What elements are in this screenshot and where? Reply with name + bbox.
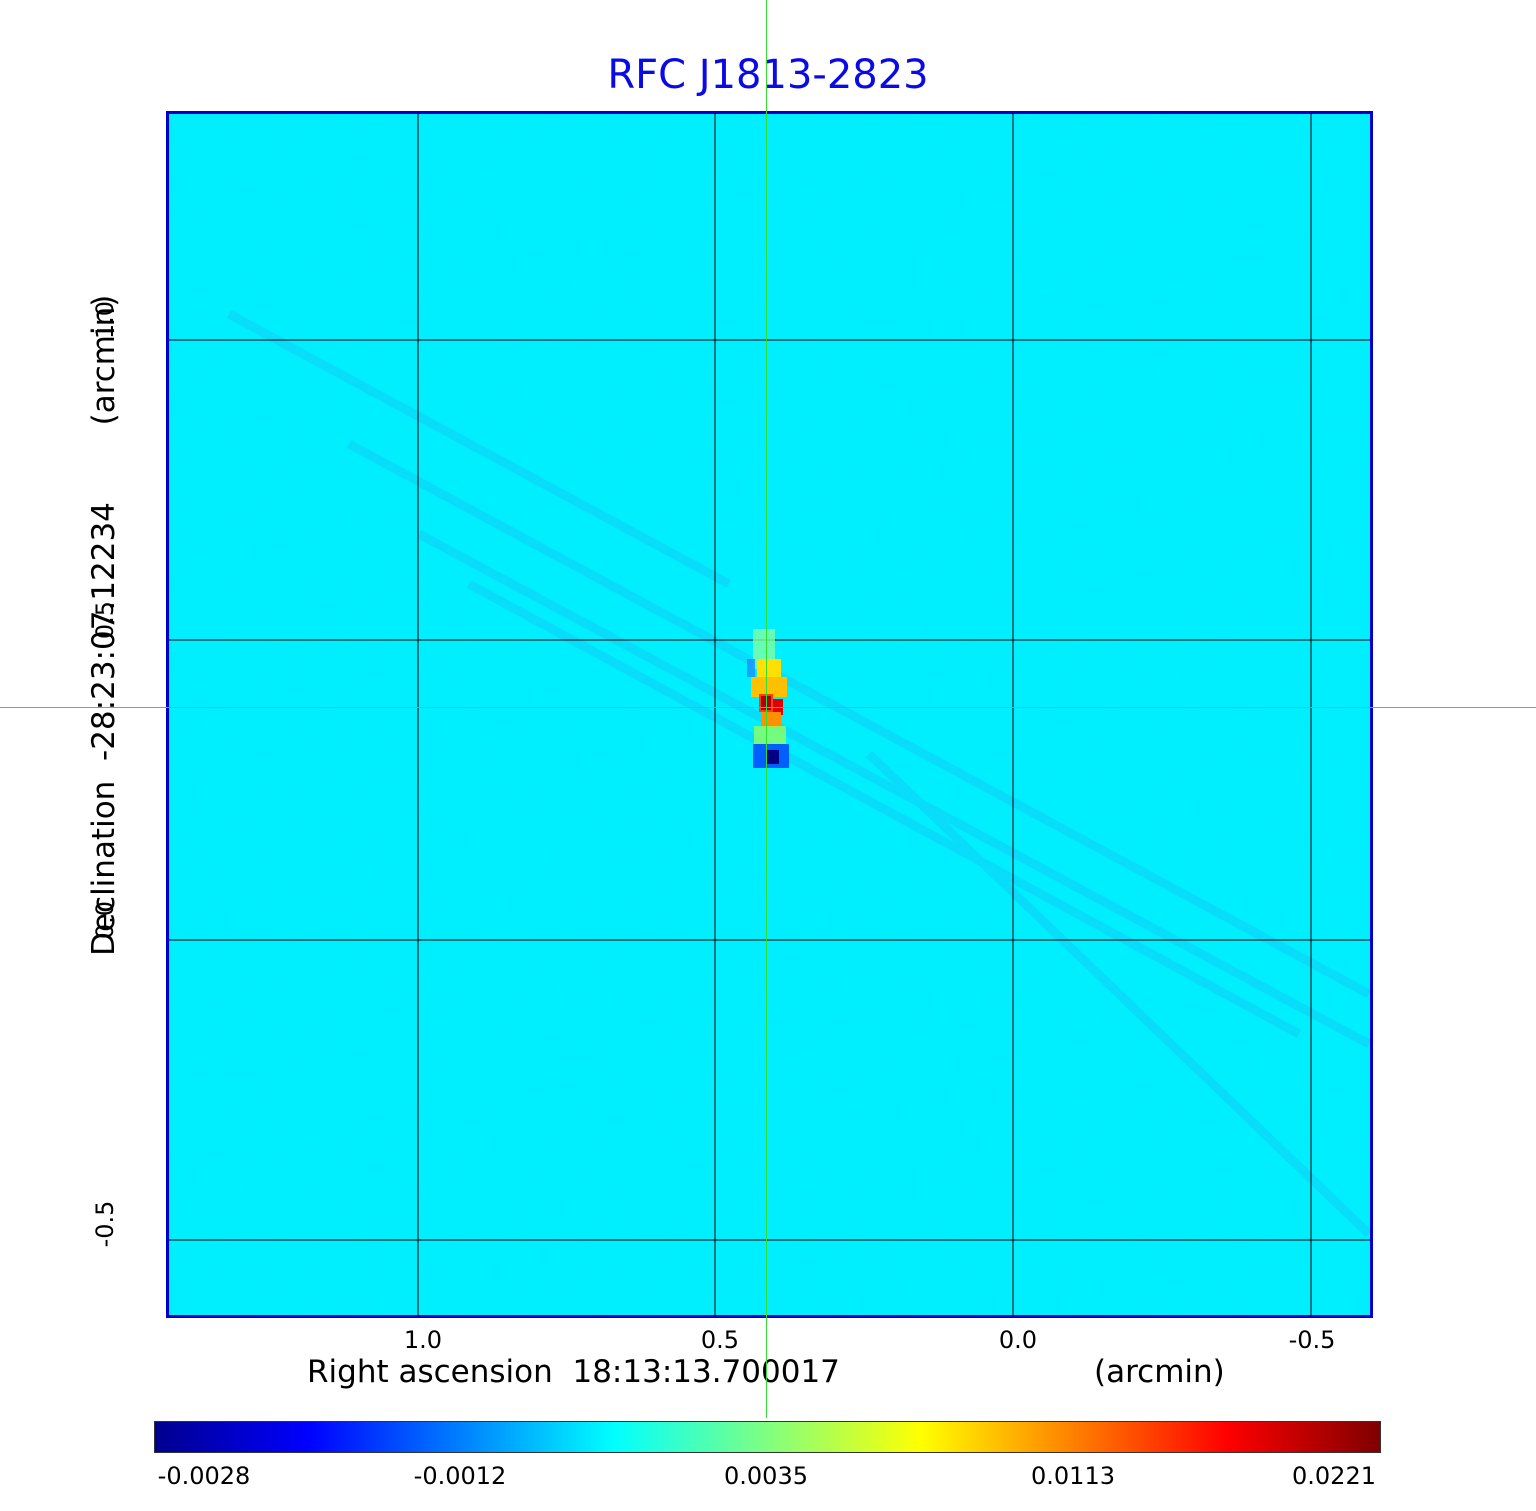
x-tick-label: -0.5 bbox=[1288, 1326, 1336, 1354]
sky-map-frame[interactable] bbox=[166, 111, 1373, 1318]
colorbar-tick-label: 0.0035 bbox=[724, 1462, 808, 1490]
colorbar-tick-label: 0.0221 bbox=[1292, 1462, 1376, 1490]
colorbar bbox=[154, 1421, 1381, 1453]
x-axis-unit: (arcmin) bbox=[1094, 1354, 1225, 1390]
sky-map-image[interactable] bbox=[169, 114, 1370, 1315]
sidelobe-streaks bbox=[226, 310, 1370, 1238]
x-tick-label: 1.0 bbox=[403, 1326, 443, 1354]
y-tick-label: -0.5 bbox=[91, 1200, 119, 1248]
colorbar-tick-label: -0.0028 bbox=[157, 1462, 251, 1490]
x-tick-label: 0.5 bbox=[700, 1326, 740, 1354]
crosshair-horizontal bbox=[0, 707, 1536, 708]
image-title: RFC J1813-2823 bbox=[607, 52, 929, 98]
crosshair-vertical bbox=[766, 0, 767, 1418]
colorbar-tick-label: -0.0012 bbox=[413, 1462, 507, 1490]
x-axis-label: Right ascension 18:13:13.700017 bbox=[307, 1354, 840, 1390]
y-axis-unit: (arcmin) bbox=[86, 294, 122, 426]
x-tick-label: 0.0 bbox=[998, 1326, 1038, 1354]
colorbar-tick-label: 0.0113 bbox=[1031, 1462, 1115, 1490]
